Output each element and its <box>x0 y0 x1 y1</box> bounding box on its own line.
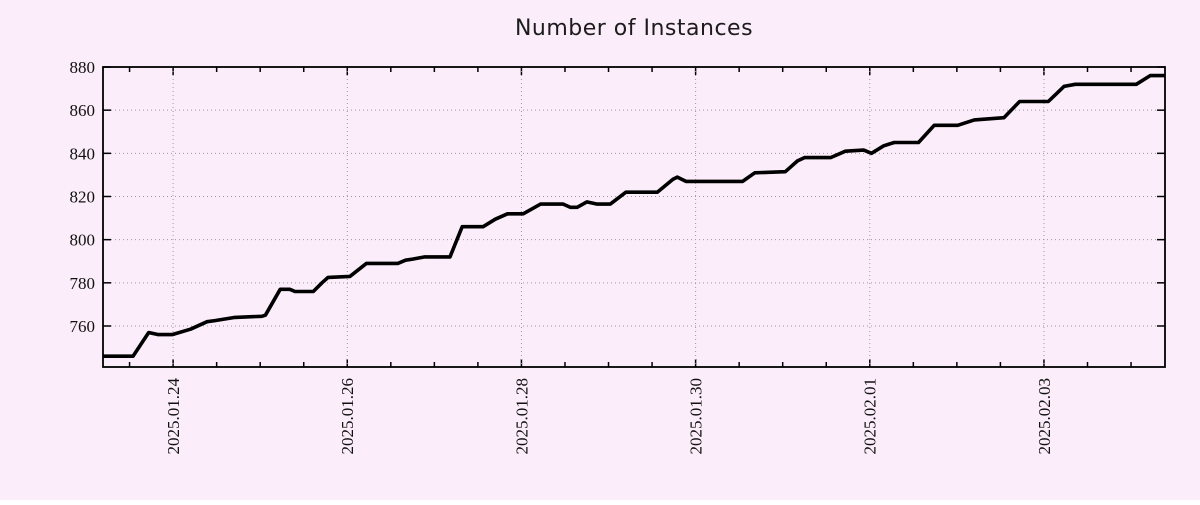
x-tick-label: 2025.01.26 <box>338 378 357 455</box>
data-series-line <box>103 73 1165 359</box>
y-tick-label: 840 <box>70 144 96 163</box>
x-tick-label: 2025.02.03 <box>1035 378 1054 455</box>
x-tick-label: 2025.01.28 <box>512 378 531 455</box>
y-tick-label: 860 <box>70 101 96 120</box>
x-tick-label: 2025.01.24 <box>164 378 183 455</box>
x-tick-label: 2025.01.30 <box>687 378 706 455</box>
chart-title: Number of Instances <box>514 16 754 41</box>
y-tick-label: 780 <box>70 274 96 293</box>
y-tick-label: 760 <box>70 317 96 336</box>
y-tick-label: 800 <box>70 231 96 250</box>
x-tick-label: 2025.02.01 <box>861 378 880 455</box>
y-tick-label: 820 <box>70 187 96 206</box>
y-tick-label: 880 <box>70 58 96 77</box>
plot-frame <box>102 66 1166 368</box>
